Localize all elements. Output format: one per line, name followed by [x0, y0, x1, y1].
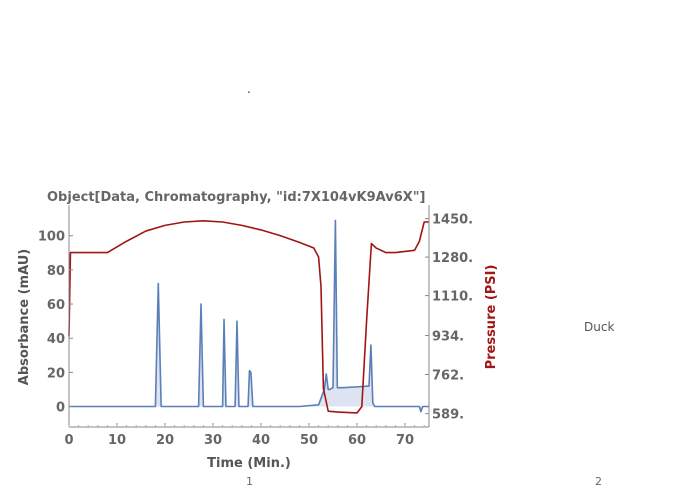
side-label-duck: Duck	[584, 320, 615, 334]
y-right-tick-label: 762.	[432, 368, 464, 383]
y-axis-right-label: Pressure (PSI)	[484, 265, 499, 370]
y-left-tick-label: 40	[47, 332, 65, 347]
x-tick-label: 30	[204, 433, 222, 448]
y-right-tick-label: 934.	[432, 329, 464, 344]
y-left-tick-label: 0	[56, 401, 65, 416]
x-tick-label: 60	[348, 433, 366, 448]
y-right-tick-label: 1280.	[432, 251, 473, 266]
pressure-series-line	[68, 220, 429, 414]
x-tick-label: 0	[64, 433, 73, 448]
x-tick-label: 10	[108, 433, 126, 448]
chart-title: Object[Data, Chromatography, "id:7X104vK…	[47, 190, 425, 205]
y-right-tick-label: 1450.	[432, 213, 473, 228]
absorbance-series-line	[69, 219, 429, 413]
page-number-1: 1	[246, 475, 253, 488]
stray-mark: .	[247, 82, 251, 96]
y-right-tick-label: 1110.	[432, 290, 473, 305]
x-tick-label: 70	[396, 433, 414, 448]
y-axis-left-label: Absorbance (mAU)	[17, 249, 32, 385]
x-tick-label: 50	[300, 433, 318, 448]
y-left-tick-label: 60	[47, 298, 65, 313]
page-number-2: 2	[595, 475, 602, 488]
y-left-tick-label: 80	[47, 264, 65, 279]
y-left-tick-label: 100	[38, 230, 65, 245]
x-tick-label: 20	[156, 433, 174, 448]
y-right-tick-label: 589.	[432, 408, 464, 423]
y-left-tick-label: 20	[47, 366, 65, 381]
absorbance-fill	[69, 220, 429, 412]
x-axis-label: Time (Min.)	[207, 456, 291, 471]
x-tick-label: 40	[252, 433, 270, 448]
